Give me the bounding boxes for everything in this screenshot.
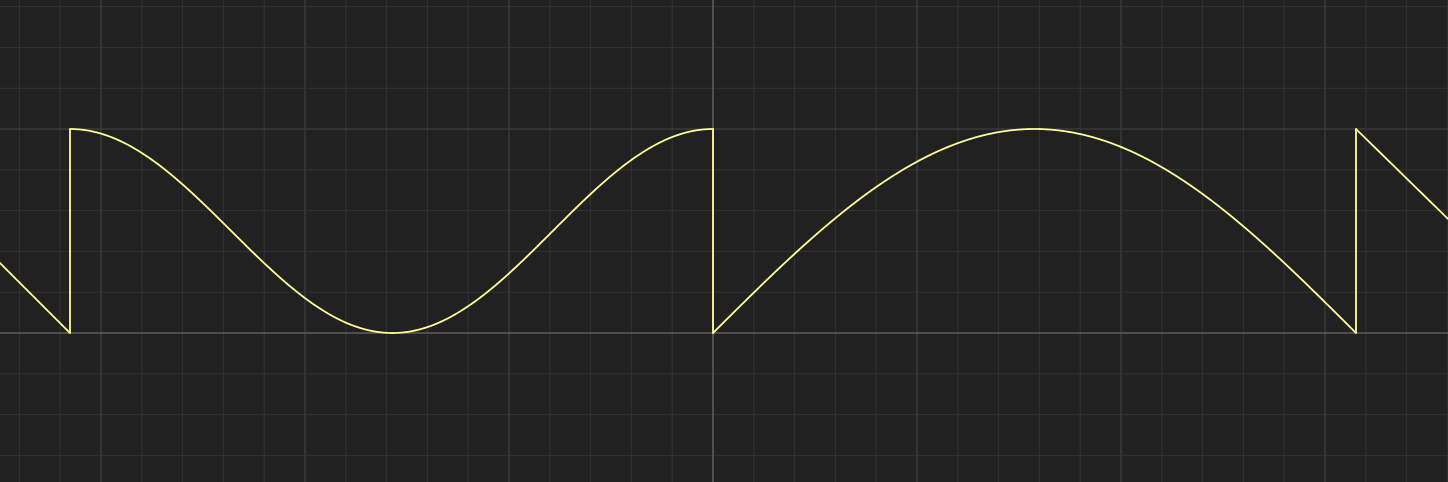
series-group — [0, 128, 1448, 334]
series-segment — [0, 261, 71, 334]
series-segment — [712, 128, 1357, 334]
series-segment — [391, 128, 714, 334]
series-segment — [69, 128, 394, 334]
series-segment — [1355, 128, 1448, 220]
